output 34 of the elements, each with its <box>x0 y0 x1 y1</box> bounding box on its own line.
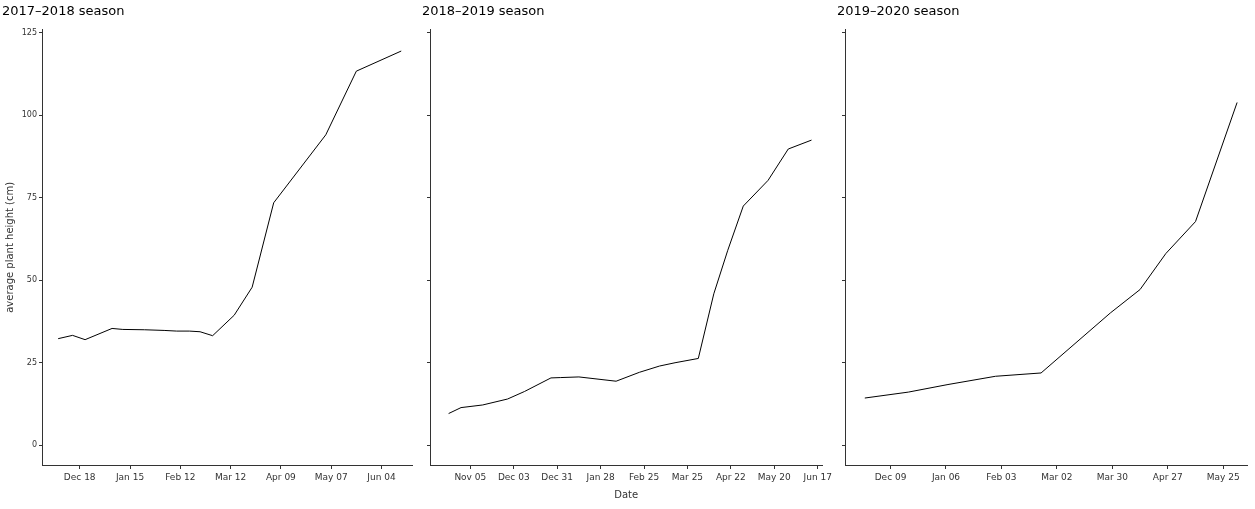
x-tick-label: Nov 05 <box>454 471 487 482</box>
chart-title: 2018–2019 season <box>422 3 545 19</box>
chart-title: 2019–2020 season <box>837 3 960 19</box>
x-tick-label: May 07 <box>314 471 348 482</box>
x-tick-label: Mar 02 <box>1041 471 1073 482</box>
x-tick-label: Apr 22 <box>715 471 746 482</box>
x-tick-label: Mar 25 <box>671 471 704 482</box>
x-tick-label: May 20 <box>757 471 792 482</box>
x-tick-label: Dec 18 <box>63 471 96 482</box>
x-tick-label: Dec 09 <box>874 471 907 482</box>
x-tick-label: Dec 31 <box>541 471 574 482</box>
chart-title: 2017–2018 season <box>2 3 125 19</box>
y-tick-label: 50 <box>26 275 37 285</box>
x-tick-label: Feb 12 <box>165 471 196 482</box>
y-axis-title: average plant height (cm) <box>3 181 15 313</box>
x-tick-label: Dec 03 <box>497 471 530 482</box>
x-tick-label: Feb 03 <box>986 471 1017 482</box>
y-tick-label: 125 <box>21 27 37 37</box>
x-tick-label: Jun 04 <box>366 471 396 482</box>
x-tick-label: Mar 30 <box>1096 471 1129 482</box>
x-tick-label: Apr 27 <box>1152 471 1183 482</box>
x-tick-label: Mar 12 <box>214 471 247 482</box>
x-axis-title: Date <box>614 488 639 500</box>
x-tick-label: Jan 06 <box>930 471 961 482</box>
x-tick-label: Jan 15 <box>114 471 145 482</box>
y-tick-label: 25 <box>26 357 37 367</box>
x-tick-label: May 25 <box>1206 471 1240 482</box>
x-tick-label: Jan 28 <box>585 471 615 482</box>
y-tick-label: 75 <box>26 192 37 202</box>
x-tick-label: Jun 17 <box>802 471 832 482</box>
x-tick-label: Feb 25 <box>628 471 660 482</box>
y-tick-label: 100 <box>21 110 37 120</box>
y-tick-label: 0 <box>31 440 37 450</box>
x-tick-label: Apr 09 <box>265 471 297 482</box>
